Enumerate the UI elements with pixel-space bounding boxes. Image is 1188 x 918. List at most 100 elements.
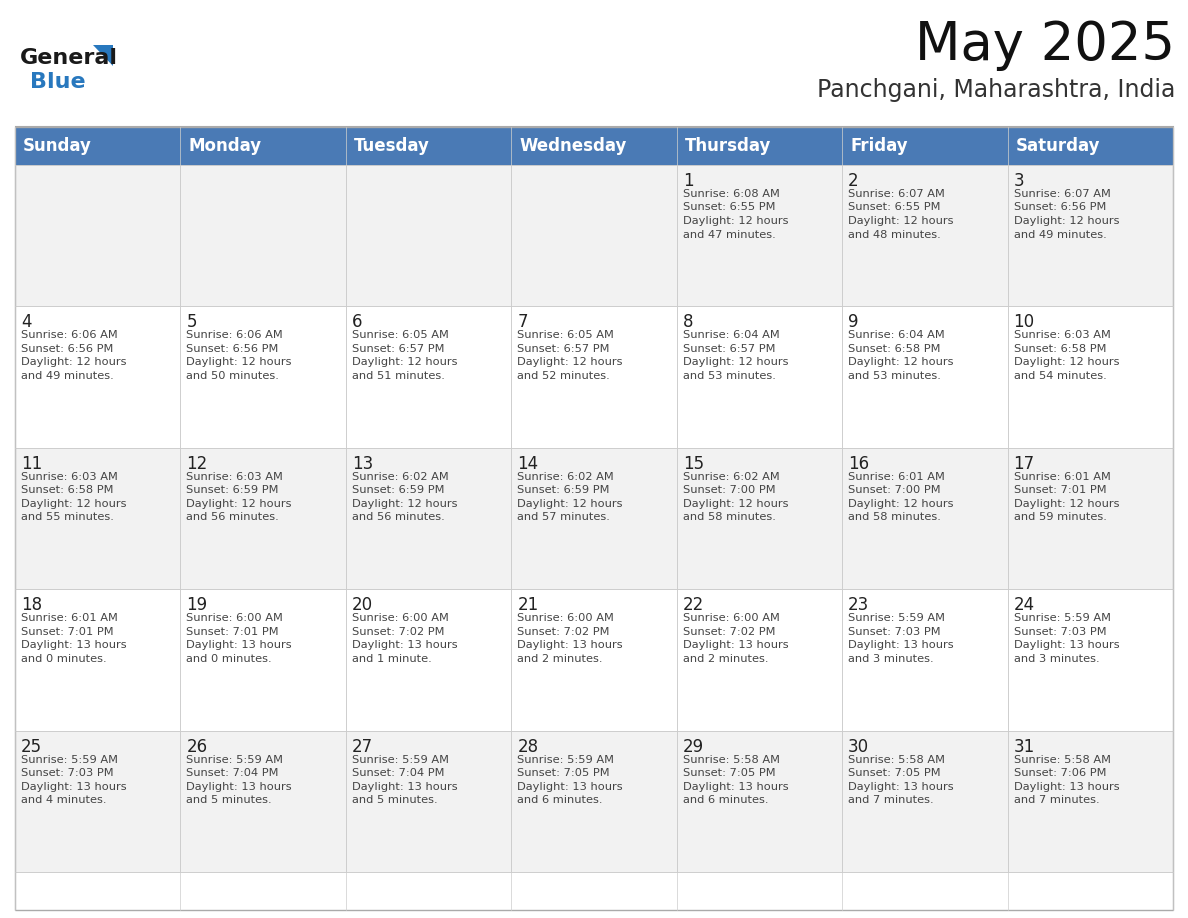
Text: Daylight: 13 hours: Daylight: 13 hours — [517, 640, 623, 650]
Text: Sunrise: 6:01 AM: Sunrise: 6:01 AM — [21, 613, 118, 623]
Text: Sunset: 7:06 PM: Sunset: 7:06 PM — [1013, 768, 1106, 778]
Bar — [181, 165, 346, 307]
Text: Daylight: 12 hours: Daylight: 12 hours — [517, 357, 623, 367]
Text: Sunrise: 5:59 AM: Sunrise: 5:59 AM — [848, 613, 946, 623]
Text: Sunrise: 6:01 AM: Sunrise: 6:01 AM — [1013, 472, 1111, 482]
Text: Sunset: 6:57 PM: Sunset: 6:57 PM — [352, 344, 444, 354]
Text: and 53 minutes.: and 53 minutes. — [848, 371, 941, 381]
Text: Sunset: 7:05 PM: Sunset: 7:05 PM — [683, 768, 776, 778]
Bar — [1007, 307, 1173, 448]
Text: Daylight: 13 hours: Daylight: 13 hours — [848, 640, 954, 650]
Text: Sunrise: 6:06 AM: Sunrise: 6:06 AM — [21, 330, 118, 341]
Text: General: General — [20, 48, 118, 68]
Bar — [511, 127, 677, 165]
Text: and 58 minutes.: and 58 minutes. — [683, 512, 776, 522]
Bar — [346, 127, 511, 165]
Bar — [181, 731, 346, 872]
Text: Sunset: 6:55 PM: Sunset: 6:55 PM — [848, 203, 941, 212]
Text: Daylight: 13 hours: Daylight: 13 hours — [517, 781, 623, 791]
Text: Daylight: 12 hours: Daylight: 12 hours — [21, 357, 126, 367]
Text: Daylight: 13 hours: Daylight: 13 hours — [848, 781, 954, 791]
Text: Sunrise: 6:00 AM: Sunrise: 6:00 AM — [352, 613, 449, 623]
Text: Daylight: 12 hours: Daylight: 12 hours — [21, 498, 126, 509]
Text: 9: 9 — [848, 313, 859, 331]
Text: 30: 30 — [848, 737, 870, 756]
Text: 15: 15 — [683, 454, 703, 473]
Bar — [511, 448, 677, 589]
Text: and 1 minute.: and 1 minute. — [352, 654, 431, 664]
Text: Sunrise: 5:58 AM: Sunrise: 5:58 AM — [848, 755, 946, 765]
Text: Sunrise: 6:05 AM: Sunrise: 6:05 AM — [517, 330, 614, 341]
Text: Daylight: 12 hours: Daylight: 12 hours — [1013, 216, 1119, 226]
Text: Daylight: 12 hours: Daylight: 12 hours — [848, 216, 954, 226]
Text: Sunset: 6:56 PM: Sunset: 6:56 PM — [21, 344, 113, 354]
Bar — [15, 731, 181, 872]
Text: Sunset: 6:58 PM: Sunset: 6:58 PM — [1013, 344, 1106, 354]
Text: 26: 26 — [187, 737, 208, 756]
Text: 6: 6 — [352, 313, 362, 331]
Text: and 48 minutes.: and 48 minutes. — [848, 230, 941, 240]
Text: and 56 minutes.: and 56 minutes. — [352, 512, 444, 522]
Text: and 5 minutes.: and 5 minutes. — [352, 795, 437, 805]
Text: and 3 minutes.: and 3 minutes. — [1013, 654, 1099, 664]
Bar — [511, 165, 677, 307]
Bar — [346, 165, 511, 307]
Text: 25: 25 — [21, 737, 42, 756]
Text: Daylight: 13 hours: Daylight: 13 hours — [683, 781, 789, 791]
Text: Daylight: 12 hours: Daylight: 12 hours — [1013, 498, 1119, 509]
Text: 18: 18 — [21, 596, 42, 614]
Bar — [677, 589, 842, 731]
Text: Sunset: 6:58 PM: Sunset: 6:58 PM — [21, 486, 114, 496]
Bar — [15, 589, 181, 731]
Bar — [842, 589, 1007, 731]
Text: Daylight: 13 hours: Daylight: 13 hours — [21, 640, 127, 650]
Text: 2: 2 — [848, 172, 859, 190]
Text: 7: 7 — [517, 313, 527, 331]
Bar — [346, 589, 511, 731]
Text: Friday: Friday — [851, 137, 908, 155]
Polygon shape — [93, 45, 113, 66]
Bar — [15, 448, 181, 589]
Text: Sunrise: 6:03 AM: Sunrise: 6:03 AM — [21, 472, 118, 482]
Text: Sunset: 6:56 PM: Sunset: 6:56 PM — [187, 344, 279, 354]
Text: Daylight: 13 hours: Daylight: 13 hours — [1013, 781, 1119, 791]
Text: Sunrise: 5:58 AM: Sunrise: 5:58 AM — [1013, 755, 1111, 765]
Bar — [181, 127, 346, 165]
Text: and 58 minutes.: and 58 minutes. — [848, 512, 941, 522]
Text: Sunrise: 6:00 AM: Sunrise: 6:00 AM — [517, 613, 614, 623]
Text: Sunset: 7:03 PM: Sunset: 7:03 PM — [1013, 627, 1106, 637]
Text: Sunset: 7:01 PM: Sunset: 7:01 PM — [21, 627, 114, 637]
Text: May 2025: May 2025 — [915, 19, 1175, 71]
Text: Saturday: Saturday — [1016, 137, 1100, 155]
Text: Sunset: 7:05 PM: Sunset: 7:05 PM — [517, 768, 609, 778]
Text: 1: 1 — [683, 172, 694, 190]
Text: 27: 27 — [352, 737, 373, 756]
Text: Sunset: 6:59 PM: Sunset: 6:59 PM — [352, 486, 444, 496]
Text: Daylight: 12 hours: Daylight: 12 hours — [352, 357, 457, 367]
Bar — [346, 448, 511, 589]
Text: Sunset: 7:04 PM: Sunset: 7:04 PM — [187, 768, 279, 778]
Text: and 54 minutes.: and 54 minutes. — [1013, 371, 1106, 381]
Text: Sunrise: 5:59 AM: Sunrise: 5:59 AM — [1013, 613, 1111, 623]
Bar — [346, 731, 511, 872]
Text: and 53 minutes.: and 53 minutes. — [683, 371, 776, 381]
Text: Daylight: 13 hours: Daylight: 13 hours — [683, 640, 789, 650]
Text: and 56 minutes.: and 56 minutes. — [187, 512, 279, 522]
Text: Sunset: 6:59 PM: Sunset: 6:59 PM — [517, 486, 609, 496]
Text: Daylight: 12 hours: Daylight: 12 hours — [187, 357, 292, 367]
Text: Daylight: 12 hours: Daylight: 12 hours — [683, 498, 788, 509]
Text: Sunrise: 6:02 AM: Sunrise: 6:02 AM — [517, 472, 614, 482]
Text: Daylight: 12 hours: Daylight: 12 hours — [1013, 357, 1119, 367]
Text: Sunset: 6:55 PM: Sunset: 6:55 PM — [683, 203, 776, 212]
Text: 13: 13 — [352, 454, 373, 473]
Bar — [15, 165, 181, 307]
Text: and 51 minutes.: and 51 minutes. — [352, 371, 444, 381]
Text: Daylight: 13 hours: Daylight: 13 hours — [352, 640, 457, 650]
Text: Sunrise: 5:59 AM: Sunrise: 5:59 AM — [187, 755, 284, 765]
Text: 4: 4 — [21, 313, 32, 331]
Text: Daylight: 13 hours: Daylight: 13 hours — [187, 781, 292, 791]
Text: Daylight: 12 hours: Daylight: 12 hours — [517, 498, 623, 509]
Text: Sunrise: 6:07 AM: Sunrise: 6:07 AM — [848, 189, 944, 199]
Text: Tuesday: Tuesday — [354, 137, 430, 155]
Bar — [677, 127, 842, 165]
